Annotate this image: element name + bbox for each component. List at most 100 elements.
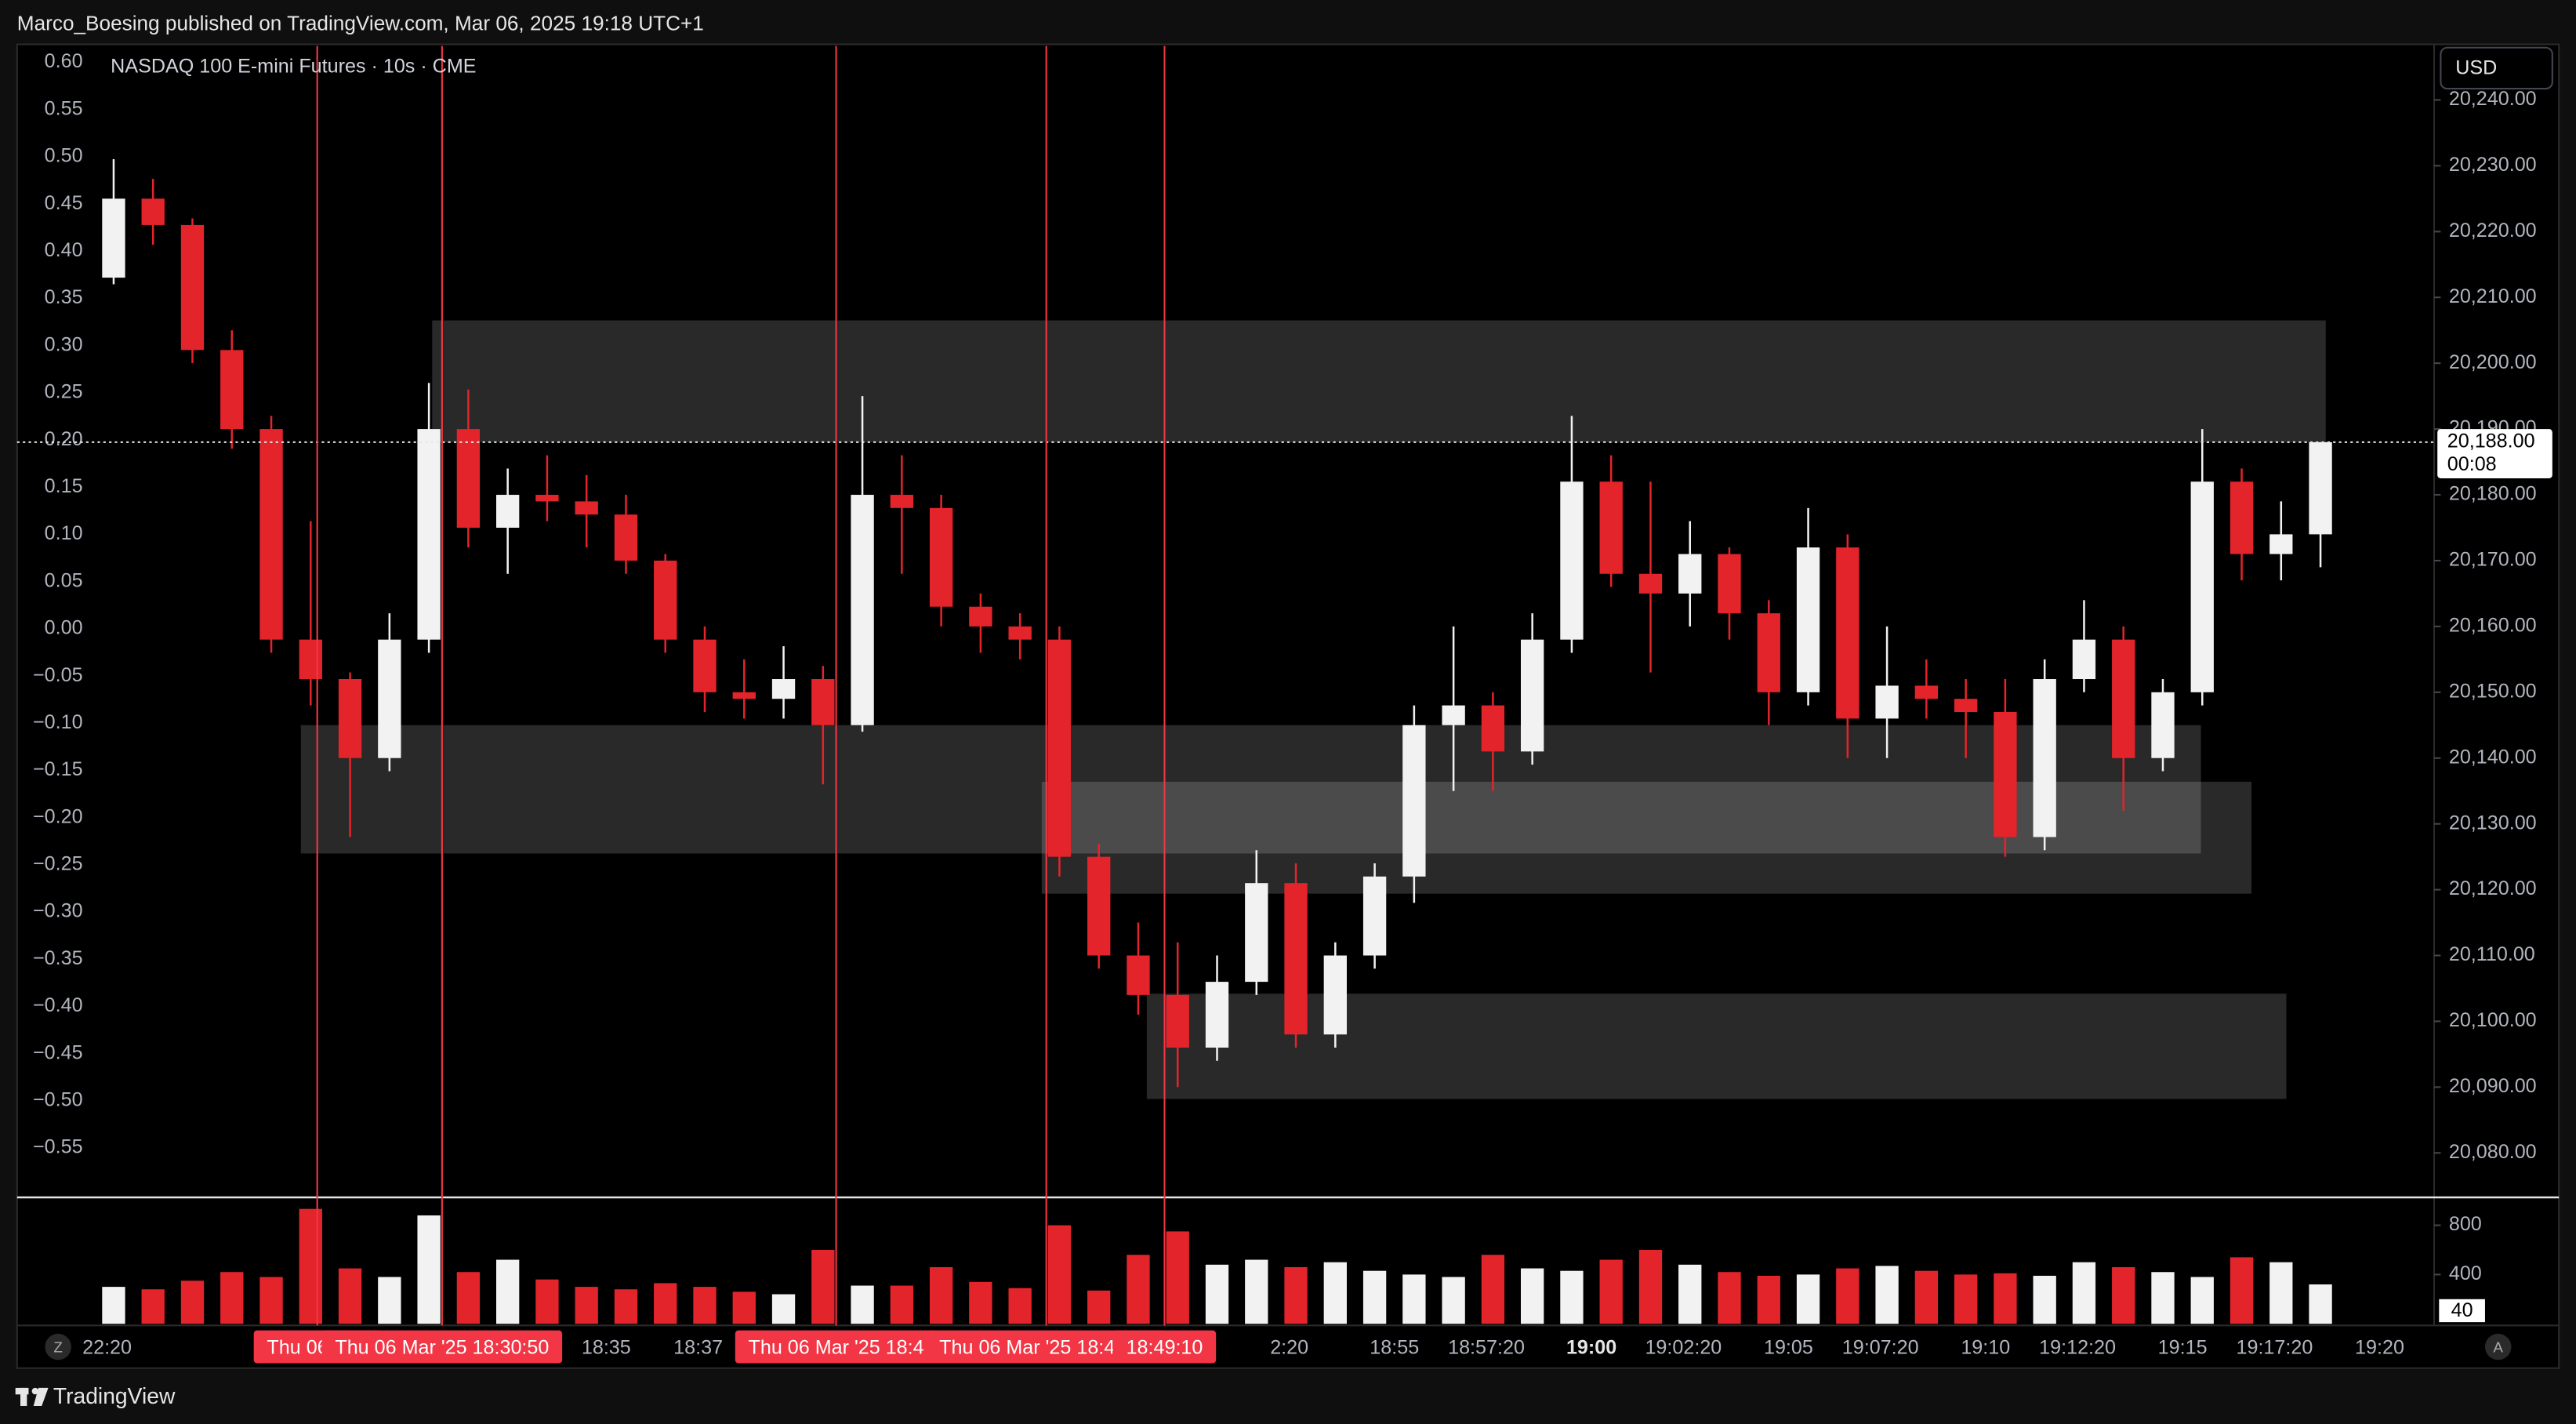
zones: [300, 320, 2326, 1099]
candle-body: [495, 495, 520, 528]
candle-body: [1914, 685, 1939, 699]
candle-body: [1127, 955, 1150, 995]
volume-bar: [456, 1272, 481, 1324]
volume-bar: [259, 1277, 283, 1324]
volume-bar: [1323, 1262, 1347, 1324]
candle-body: [1166, 994, 1189, 1048]
percent-tick-label: 0.50: [45, 145, 83, 167]
percent-tick-label: −0.05: [33, 664, 83, 686]
percent-tick-label: 0.30: [45, 333, 83, 355]
candle-body: [654, 560, 677, 640]
percent-tick-label: 0.15: [45, 475, 83, 497]
logo-part: [31, 1387, 39, 1395]
price-tick-label: 20,240.00: [2449, 88, 2537, 110]
price-tick-label: 20,150.00: [2449, 680, 2537, 702]
volume-bar: [2309, 1284, 2332, 1324]
percent-tick-label: 0.45: [45, 192, 83, 214]
candle-body: [2309, 441, 2332, 535]
time-tick-label: 19:10: [1961, 1336, 2010, 1358]
price-tick-label: 20,100.00: [2449, 1009, 2537, 1031]
zone: [300, 725, 2201, 854]
price-tick-label: 20,140.00: [2449, 746, 2537, 768]
percent-tick-label: 0.10: [45, 522, 83, 544]
candle-body: [378, 639, 401, 758]
volume-bar: [1796, 1274, 1820, 1324]
brand-name: TradingView: [53, 1383, 176, 1408]
candle-body: [771, 679, 796, 699]
candle-body: [2112, 639, 2135, 758]
price-tick-label: 20,220.00: [2449, 220, 2537, 242]
percent-tick-label: −0.20: [33, 805, 83, 827]
volume-bar: [417, 1215, 441, 1324]
candle-body: [1008, 626, 1032, 640]
candle-body: [1796, 547, 1820, 692]
volume-bar: [1875, 1266, 1899, 1324]
candle-body: [535, 495, 559, 502]
zone: [432, 320, 2326, 442]
current-volume-box: [2439, 1299, 2485, 1323]
marker-label-box: [926, 1330, 1166, 1364]
candle-body: [102, 198, 125, 278]
logo-part: [20, 1387, 27, 1406]
volume-bar: [1836, 1268, 1859, 1324]
volume-bar: [180, 1281, 205, 1324]
volume-bar: [1757, 1275, 1780, 1324]
volume-bar: [495, 1259, 520, 1324]
volume-bar: [693, 1287, 717, 1324]
volume-bar: [1442, 1277, 1465, 1324]
price-tick-label: 20,110.00: [2449, 943, 2535, 965]
volume-bar: [1205, 1264, 1229, 1324]
candle-body: [1481, 705, 1505, 752]
scale-button[interactable]: [45, 1333, 71, 1360]
candle-body: [1362, 876, 1387, 956]
brand-logo: [15, 1387, 49, 1406]
volume-bar: [851, 1285, 874, 1324]
volume-bar: [1362, 1270, 1387, 1324]
volume-bar: [732, 1291, 756, 1324]
volume-bar: [1402, 1274, 1426, 1324]
volume-bar: [1638, 1249, 1663, 1324]
volume-bar: [1166, 1231, 1189, 1324]
marker-label-box: [735, 1330, 938, 1364]
volume-tick-label: 400: [2449, 1262, 2482, 1284]
price-tick-label: 20,080.00: [2449, 1141, 2537, 1163]
percent-tick-label: −0.45: [33, 1041, 83, 1063]
price-tick-label: 20,170.00: [2449, 549, 2537, 571]
percent-tick-label: 0.20: [45, 428, 83, 450]
countdown-label: 00:08: [2447, 453, 2497, 475]
candle-body: [456, 429, 481, 528]
percent-tick-label: −0.25: [33, 853, 83, 875]
volume-bar: [2151, 1272, 2175, 1324]
marker-label-box: [1112, 1330, 1217, 1364]
volume-bar: [2230, 1257, 2254, 1324]
currency-label: USD: [2455, 57, 2497, 79]
candle-body: [1521, 639, 1544, 752]
candle-body: [180, 224, 205, 351]
last-price-label: 20,188.00: [2447, 430, 2535, 452]
candle-body: [693, 639, 717, 692]
candle-body: [1047, 639, 1072, 857]
percent-tick-label: 0.35: [45, 286, 83, 308]
volume-bar: [2072, 1262, 2096, 1324]
candle-body: [141, 198, 165, 225]
auto-button[interactable]: [2484, 1333, 2512, 1360]
volume-bar: [929, 1266, 953, 1324]
current-volume-label: 40: [2451, 1299, 2473, 1321]
currency-button[interactable]: [2440, 46, 2553, 90]
last-price-box: [2437, 429, 2552, 478]
volume-bar: [969, 1281, 992, 1324]
volume-bar: [771, 1294, 796, 1324]
candle-body: [1678, 554, 1702, 594]
volume-tick-label: 800: [2449, 1213, 2482, 1235]
candle-body: [220, 350, 244, 430]
candle-body: [1757, 613, 1780, 692]
volume-bar: [1127, 1255, 1150, 1324]
candle-body: [1599, 481, 1623, 574]
candle-body: [1284, 883, 1308, 1035]
marker-label-box: [321, 1330, 563, 1364]
volume-bar: [1047, 1225, 1072, 1324]
volume-bar: [1599, 1259, 1623, 1324]
marker-label: Thu 06 Mar '25 18:30:50: [335, 1336, 549, 1358]
